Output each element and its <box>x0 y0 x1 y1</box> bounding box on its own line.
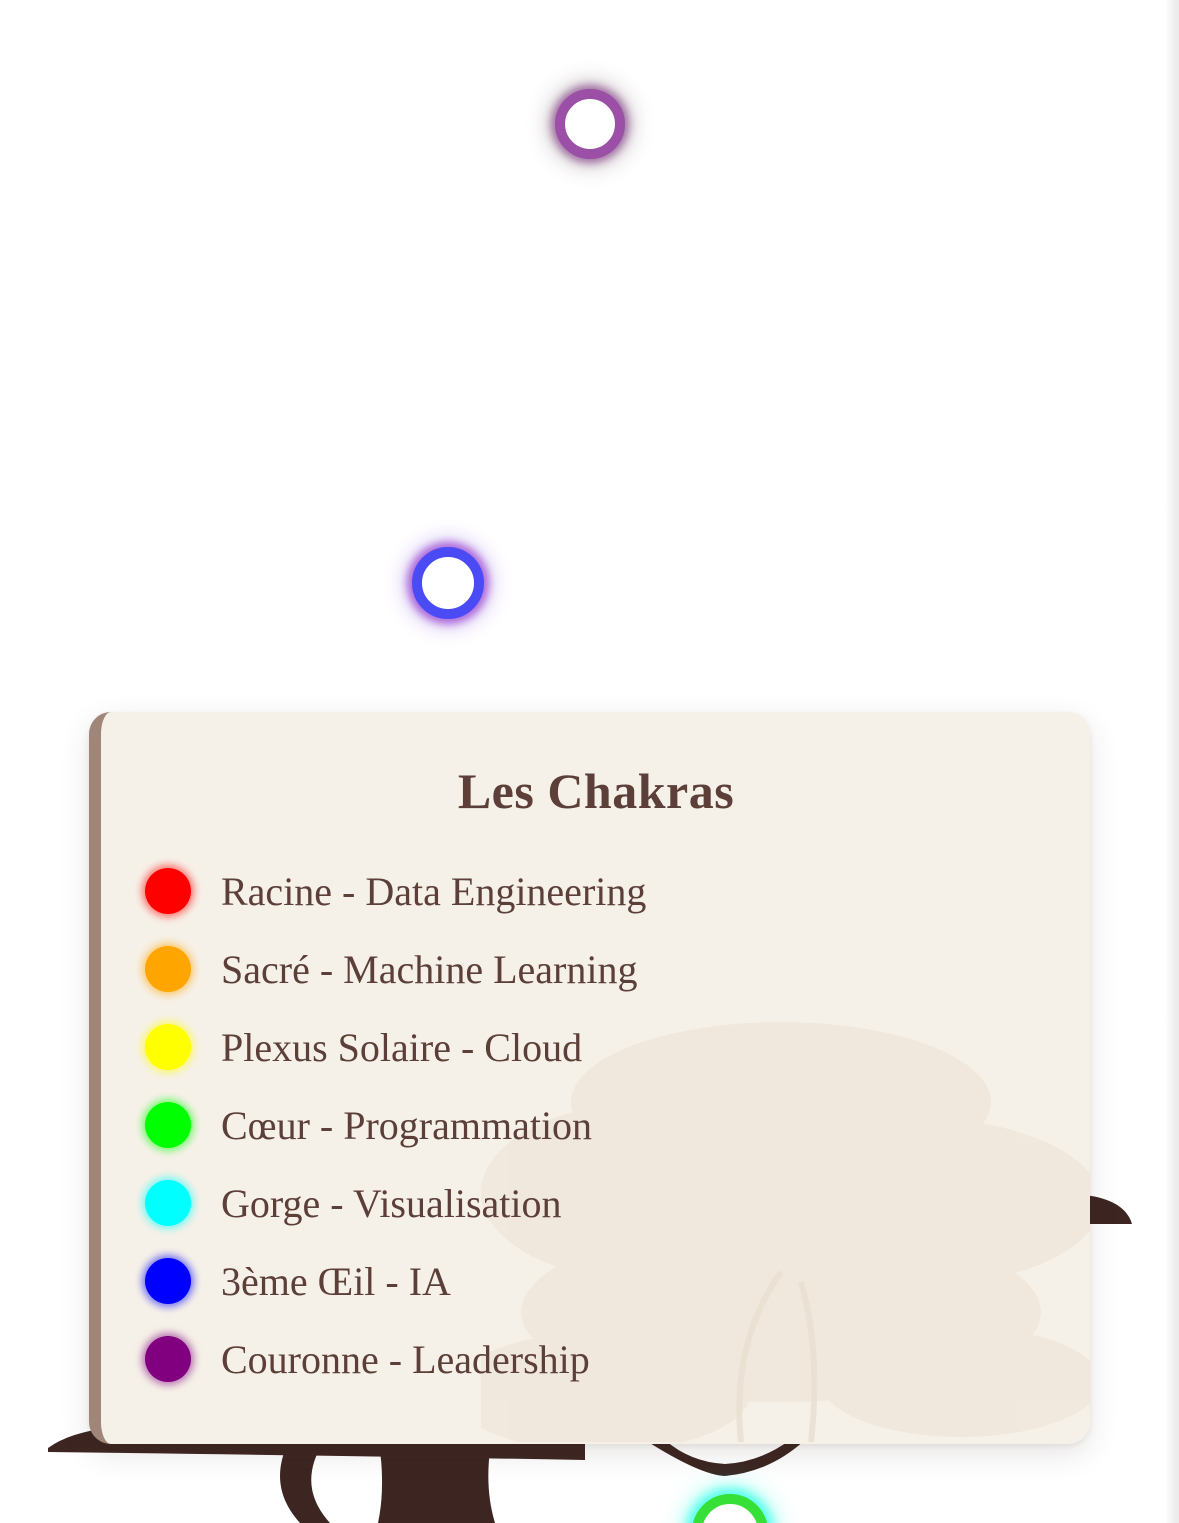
legend-label: Sacré - Machine Learning <box>221 946 638 992</box>
legend-item-coeur: Cœur - Programmation <box>145 1086 646 1164</box>
right-branch-tip <box>1085 1195 1132 1224</box>
legend-list: Racine - Data Engineering Sacré - Machin… <box>145 852 646 1398</box>
legend-label: Plexus Solaire - Cloud <box>221 1024 583 1070</box>
legend-label: 3ème Œil - IA <box>221 1258 451 1304</box>
legend-label: Cœur - Programmation <box>221 1102 593 1148</box>
legend-item-troisieme-oeil: 3ème Œil - IA <box>145 1242 646 1320</box>
trunk-right-fork <box>645 1440 805 1476</box>
trunk-left <box>280 1450 330 1523</box>
third-eye-chakra-node[interactable] <box>412 547 484 619</box>
legend-item-plexus-solaire: Plexus Solaire - Cloud <box>145 1008 646 1086</box>
trunk-center <box>378 1450 495 1523</box>
page-edge-shadow <box>1165 0 1179 1523</box>
purple-dot-icon <box>145 1336 191 1382</box>
legend-title: Les Chakras <box>457 763 735 819</box>
blue-dot-icon <box>145 1258 191 1304</box>
chakra-legend: Les Chakras Racine - Data Engineering Sa… <box>89 712 1090 1444</box>
red-dot-icon <box>145 868 191 914</box>
yellow-dot-icon <box>145 1024 191 1070</box>
legend-label: Gorge - Visualisation <box>221 1180 562 1226</box>
orange-dot-icon <box>145 946 191 992</box>
legend-item-racine: Racine - Data Engineering <box>145 852 646 930</box>
legend-item-gorge: Gorge - Visualisation <box>145 1164 646 1242</box>
cyan-dot-icon <box>145 1180 191 1226</box>
tree-watermark-icon <box>481 1022 1090 1442</box>
legend-item-couronne: Couronne - Leadership <box>145 1320 646 1398</box>
legend-item-sacre: Sacré - Machine Learning <box>145 930 646 1008</box>
green-dot-icon <box>145 1102 191 1148</box>
legend-label: Racine - Data Engineering <box>221 868 647 914</box>
crown-chakra-node[interactable] <box>555 89 625 159</box>
legend-label: Couronne - Leadership <box>221 1336 590 1382</box>
